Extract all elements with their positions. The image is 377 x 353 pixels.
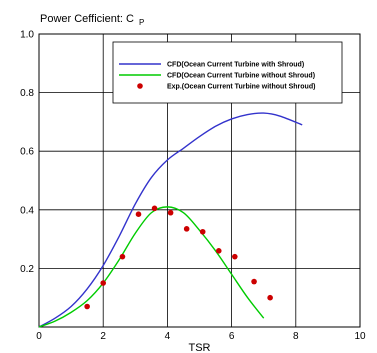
x-tick-label: 10 <box>354 331 366 342</box>
data-point <box>267 294 273 301</box>
data-point <box>151 205 158 212</box>
chart-title-subscript: P <box>139 18 144 27</box>
data-point <box>183 226 190 232</box>
data-point <box>84 303 90 310</box>
axis-ticks: 0 2 4 6 8 10 0.2 0.4 0.6 0.8 1.0 <box>20 30 366 343</box>
legend-label-3: Exp.(Ocean Current Turbine without Shrou… <box>167 84 315 91</box>
data-point <box>199 228 206 235</box>
data-point <box>215 248 222 254</box>
data-point <box>167 209 174 216</box>
y-tick-label: 0.2 <box>20 264 34 275</box>
data-point <box>135 211 142 217</box>
data-point <box>119 253 126 260</box>
legend-label-2: CFD(Ocean Current Turbine without Shroud… <box>167 73 315 80</box>
x-tick-label: 6 <box>229 331 235 342</box>
chart-title-text: Power Cefficient: C <box>40 13 134 25</box>
series-layer <box>38 112 303 328</box>
y-tick-label: 1.0 <box>20 30 34 41</box>
data-point <box>251 278 257 285</box>
x-tick-label: 4 <box>165 331 171 342</box>
y-tick-label: 0.4 <box>20 205 34 216</box>
legend-label-1: CFD(Ocean Current Turbine with Shroud) <box>167 62 304 69</box>
y-tick-label: 0.6 <box>20 147 34 158</box>
x-axis-label: TSR <box>189 342 211 353</box>
series-line-2 <box>38 206 265 328</box>
legend-marker-3 <box>137 83 143 89</box>
legend: CFD(Ocean Current Turbine with Shroud) CF… <box>112 41 343 104</box>
legend-box <box>112 41 343 104</box>
chart-title: Power Cefficient: C P <box>40 13 144 27</box>
data-point <box>232 253 238 260</box>
y-tick-label: 0.8 <box>20 88 34 99</box>
x-tick-label: 8 <box>293 331 299 342</box>
series-line-1 <box>38 112 303 328</box>
data-point <box>100 280 106 286</box>
x-tick-label: 0 <box>36 331 42 342</box>
plot-frame <box>38 33 361 328</box>
x-tick-label: 2 <box>100 331 106 342</box>
